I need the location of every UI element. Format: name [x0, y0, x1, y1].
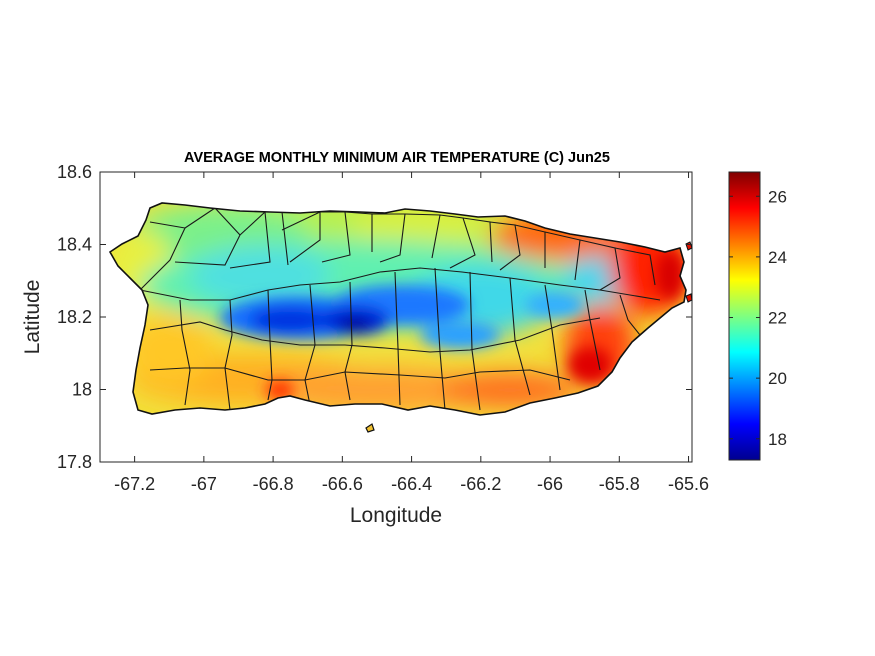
colorbar-ticks: 18 20 22 24 26	[729, 187, 787, 449]
x-axis-label: Longitude	[350, 504, 442, 527]
x-tick-label: -67	[191, 474, 217, 494]
municipality-boundaries	[139, 207, 661, 411]
colorbar-tick-label: 22	[768, 309, 787, 328]
x-tick-label: -66.2	[460, 474, 501, 494]
colorbar-tick-label: 26	[768, 187, 787, 206]
chart-title: AVERAGE MONTHLY MINIMUM AIR TEMPERATURE …	[184, 150, 610, 166]
y-tick-label: 18.2	[57, 307, 92, 327]
y-tick-label: 17.8	[57, 452, 92, 472]
y-axis: 17.8 18 18.2 18.4 18.6	[57, 162, 692, 472]
x-tick-label: -66.8	[253, 474, 294, 494]
y-tick-label: 18	[72, 380, 92, 400]
x-axis: -67.2 -67 -66.8 -66.6 -66.4 -66.2 -66 -65.8 -65.…	[114, 172, 709, 494]
colorbar-tick-label: 24	[768, 248, 787, 267]
y-axis-label: Latitude	[21, 280, 44, 355]
x-tick-label: -65.8	[599, 474, 640, 494]
colorbar-tick-label: 18	[768, 430, 787, 449]
x-tick-label: -67.2	[114, 474, 155, 494]
colorbar-tick-label: 20	[768, 369, 787, 388]
x-tick-label: -66.4	[391, 474, 432, 494]
y-tick-label: 18.4	[57, 235, 92, 255]
x-tick-label: -66.6	[322, 474, 363, 494]
colorbar	[728, 171, 761, 461]
offshore-islet-east-2	[685, 293, 693, 303]
offshore-islet	[365, 423, 375, 433]
y-tick-label: 18.6	[57, 162, 92, 182]
x-tick-label: -65.6	[668, 474, 709, 494]
x-tick-label: -66	[537, 474, 563, 494]
